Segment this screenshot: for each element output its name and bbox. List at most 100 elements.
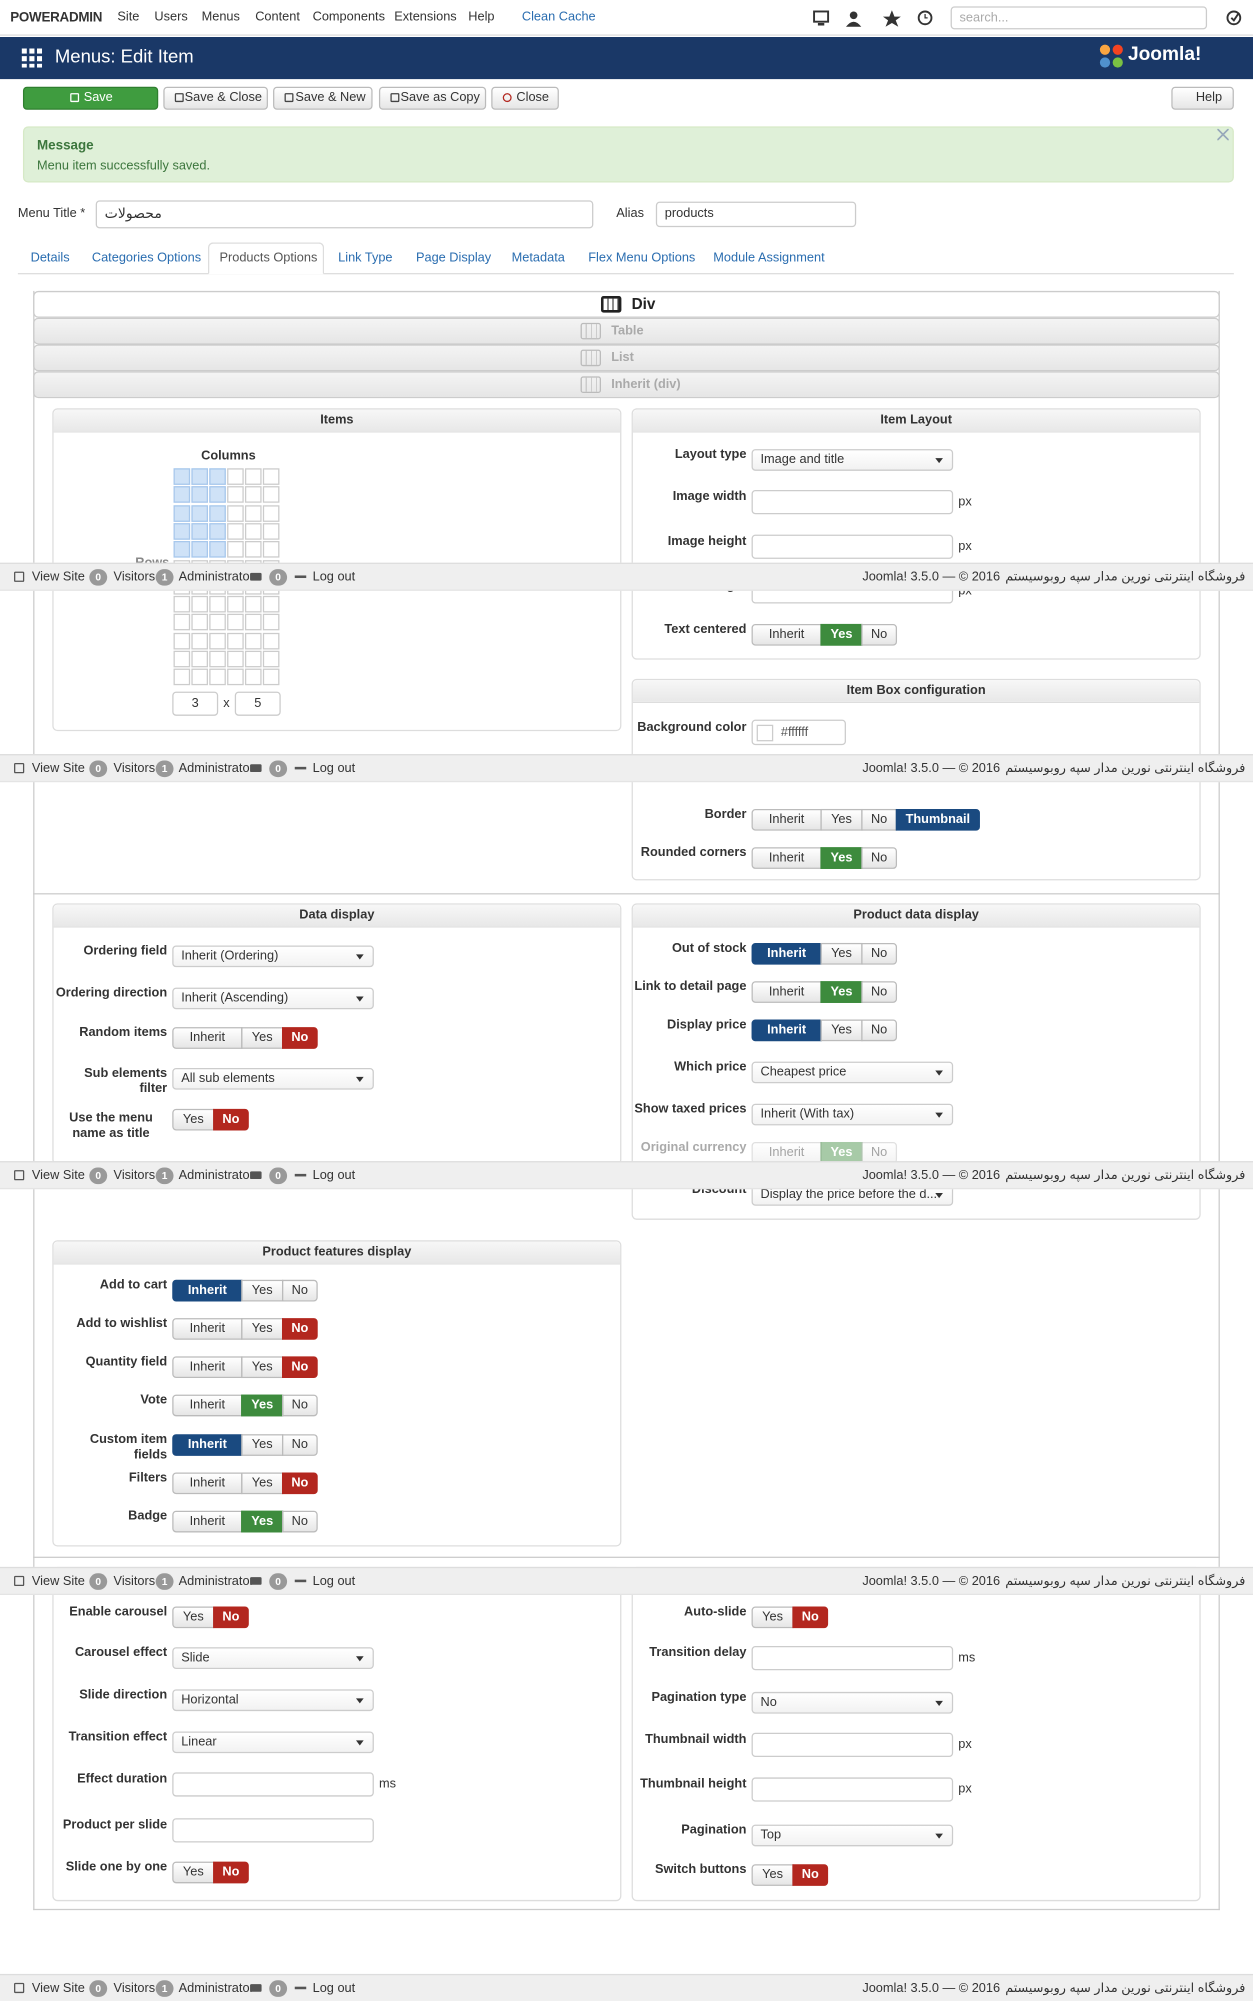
toggle-option[interactable]: Inherit bbox=[172, 1279, 243, 1302]
text-input[interactable] bbox=[172, 1818, 374, 1843]
menu-title-input[interactable]: محصولات bbox=[95, 200, 594, 229]
text-input[interactable] bbox=[751, 1777, 954, 1802]
grid-cell[interactable] bbox=[173, 541, 191, 558]
toggle-option[interactable]: Yes bbox=[241, 1027, 284, 1049]
grid-cell[interactable] bbox=[191, 504, 208, 522]
toggle-option[interactable]: Yes bbox=[172, 1606, 215, 1629]
grid-cell[interactable] bbox=[173, 504, 191, 522]
logout-link[interactable]: Log out bbox=[312, 1168, 356, 1183]
grid-cell[interactable] bbox=[244, 632, 262, 650]
toggle-option[interactable]: No bbox=[281, 1434, 318, 1456]
grid-cell[interactable] bbox=[173, 595, 191, 613]
nav-menu-item[interactable]: Help bbox=[468, 10, 495, 25]
toggle-option[interactable]: No bbox=[213, 1861, 249, 1884]
toggle-option[interactable]: Inherit bbox=[751, 847, 822, 869]
select-box[interactable]: Inherit (Ascending) bbox=[172, 987, 374, 1010]
toggle-option[interactable]: Yes bbox=[241, 1472, 284, 1495]
toggle-option[interactable]: Inherit bbox=[172, 1356, 243, 1379]
grid-cell[interactable] bbox=[262, 541, 280, 558]
toggle-option[interactable]: Yes bbox=[820, 808, 863, 831]
toggle-option[interactable]: Inherit bbox=[172, 1472, 243, 1495]
grid-cell[interactable] bbox=[227, 650, 244, 668]
toggle-option[interactable]: Yes bbox=[820, 981, 863, 1003]
text-input[interactable] bbox=[751, 1732, 954, 1758]
grid-cell[interactable] bbox=[173, 668, 191, 686]
tab[interactable]: Metadata bbox=[511, 251, 565, 266]
logout-link[interactable]: Log out bbox=[312, 761, 356, 776]
toggle-option[interactable]: Inherit bbox=[751, 981, 822, 1003]
grid-cell[interactable] bbox=[173, 614, 191, 631]
help-button[interactable]: Help bbox=[1171, 86, 1234, 110]
toggle-option[interactable]: No bbox=[861, 808, 898, 831]
grid-cell[interactable] bbox=[227, 504, 244, 522]
toggle-option[interactable]: Yes bbox=[751, 1606, 794, 1629]
grid-cell[interactable] bbox=[209, 614, 226, 631]
view-site-link[interactable]: View Site bbox=[31, 1981, 85, 1996]
view-site-link[interactable]: View Site bbox=[31, 1168, 85, 1183]
layout-option[interactable]: Div bbox=[33, 290, 1220, 318]
toggle-option[interactable]: Yes bbox=[241, 1318, 284, 1340]
text-input[interactable] bbox=[751, 489, 954, 515]
grid-cell[interactable] bbox=[173, 632, 191, 650]
grid-cell[interactable] bbox=[227, 541, 244, 558]
grid-cell[interactable] bbox=[262, 650, 280, 668]
toggle-option[interactable]: Yes bbox=[172, 1108, 215, 1131]
toggle-option[interactable]: Yes bbox=[751, 1864, 794, 1886]
grid-cell[interactable] bbox=[173, 523, 191, 540]
toolbar-button[interactable]: Close bbox=[491, 86, 559, 110]
nav-menu-item[interactable]: Site bbox=[117, 10, 140, 25]
toggle-option[interactable]: No bbox=[213, 1108, 249, 1131]
grid-cell[interactable] bbox=[209, 541, 226, 558]
toggle-option[interactable]: Yes bbox=[820, 623, 863, 646]
select-box[interactable]: All sub elements bbox=[172, 1067, 374, 1090]
toggle-option[interactable]: Inherit bbox=[751, 623, 822, 646]
grid-cell[interactable] bbox=[227, 468, 244, 485]
select-box[interactable]: Linear bbox=[172, 1731, 374, 1754]
grid-cell[interactable] bbox=[244, 523, 262, 540]
grid-cell[interactable] bbox=[191, 632, 208, 650]
grid-cell[interactable] bbox=[209, 632, 226, 650]
toggle-option[interactable]: Inherit bbox=[751, 808, 822, 831]
text-input[interactable] bbox=[751, 534, 954, 559]
grid-cell[interactable] bbox=[227, 632, 244, 650]
grid-cell[interactable] bbox=[244, 650, 262, 668]
toggle-option[interactable]: Inherit bbox=[172, 1318, 243, 1340]
grid-cell[interactable] bbox=[227, 523, 244, 540]
select-box[interactable]: Slide bbox=[172, 1647, 374, 1669]
toolbar-button[interactable]: Save & New bbox=[273, 86, 373, 110]
toggle-option[interactable]: No bbox=[281, 1472, 318, 1495]
select-box[interactable]: Display the price before the d... bbox=[751, 1184, 954, 1206]
toggle-option[interactable]: Yes bbox=[820, 1019, 863, 1042]
grid-cell[interactable] bbox=[227, 486, 244, 504]
toggle-option[interactable]: No bbox=[213, 1606, 249, 1629]
toggle-option[interactable]: No bbox=[281, 1279, 318, 1302]
nav-menu-item[interactable]: Menus bbox=[201, 10, 240, 25]
grid-cell[interactable] bbox=[191, 595, 208, 613]
text-input[interactable] bbox=[172, 1772, 374, 1797]
tab[interactable]: Flex Menu Options bbox=[588, 251, 696, 266]
nav-menu-item[interactable]: Components bbox=[312, 10, 385, 25]
nav-menu-item[interactable]: Content bbox=[255, 10, 300, 25]
grid-cell[interactable] bbox=[209, 668, 226, 686]
grid-cell[interactable] bbox=[244, 486, 262, 504]
clean-cache-link[interactable]: Clean Cache bbox=[521, 10, 596, 25]
select-box[interactable]: Inherit (Ordering) bbox=[172, 945, 374, 968]
select-box[interactable]: Cheapest price bbox=[751, 1061, 954, 1084]
grid-cell[interactable] bbox=[227, 668, 244, 686]
message-close[interactable] bbox=[1217, 128, 1229, 141]
color-input[interactable]: #ffffff bbox=[751, 719, 846, 746]
grid-cell[interactable] bbox=[262, 486, 280, 504]
grid-cell[interactable] bbox=[209, 650, 226, 668]
grid-cell[interactable] bbox=[209, 486, 226, 504]
grid-cell[interactable] bbox=[191, 468, 208, 485]
logout-link[interactable]: Log out bbox=[312, 570, 356, 585]
logout-link[interactable]: Log out bbox=[312, 1574, 356, 1589]
grid-cell[interactable] bbox=[262, 632, 280, 650]
grid-cell[interactable] bbox=[262, 595, 280, 613]
alias-input[interactable]: products bbox=[655, 201, 857, 228]
toggle-option[interactable]: No bbox=[861, 942, 898, 965]
grid-cell[interactable] bbox=[209, 523, 226, 540]
toggle-option[interactable]: Yes bbox=[241, 1510, 284, 1533]
grid-cell[interactable] bbox=[244, 668, 262, 686]
toggle-option[interactable]: No bbox=[861, 981, 898, 1003]
